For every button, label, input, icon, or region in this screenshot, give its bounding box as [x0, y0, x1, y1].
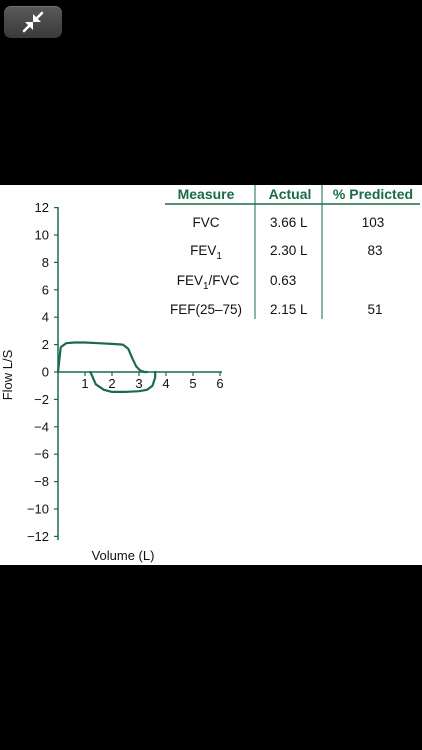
y-tick-label: 2 — [42, 337, 49, 352]
y-tick-label: 4 — [42, 310, 49, 325]
y-tick-label: −10 — [27, 502, 49, 517]
y-axis-label: Flow L/S — [0, 349, 15, 400]
spirometry-figure: Measure Actual % Predicted FVC 3.66 L 10… — [0, 185, 422, 565]
y-ticks: 12 10 8 6 4 2 0 −2 −4 −6 −8 −10 −12 — [27, 200, 58, 544]
row-predicted: 103 — [362, 215, 385, 230]
row-actual: 2.15 L — [270, 302, 308, 317]
row-measure: FVC — [193, 215, 220, 230]
x-tick-label: 3 — [135, 376, 142, 391]
row-actual: 2.30 L — [270, 243, 308, 258]
collapse-arrows-icon — [21, 10, 45, 34]
row-measure: FEV1 — [190, 243, 222, 262]
x-ticks: 1 2 3 4 5 6 — [81, 372, 224, 391]
y-tick-label: 10 — [35, 228, 49, 243]
row-predicted: 51 — [367, 302, 382, 317]
y-tick-label: 6 — [42, 282, 49, 297]
row-actual: 0.63 — [270, 273, 296, 288]
y-tick-label: −6 — [34, 447, 49, 462]
y-tick-label: −12 — [27, 529, 49, 544]
expiratory-curve — [56, 341, 149, 374]
table-header-measure: Measure — [178, 186, 235, 202]
x-tick-label: 6 — [216, 376, 223, 391]
row-measure: FEF(25–75) — [170, 302, 242, 317]
y-tick-label: 12 — [35, 200, 49, 215]
table-header-predicted: % Predicted — [333, 186, 413, 202]
x-tick-label: 1 — [81, 376, 88, 391]
inspiratory-curve — [89, 370, 157, 393]
y-tick-label: −4 — [34, 419, 49, 434]
y-tick-label: 8 — [42, 255, 49, 270]
y-tick-label: −2 — [34, 392, 49, 407]
x-tick-label: 5 — [189, 376, 196, 391]
y-tick-label: 0 — [42, 365, 49, 380]
results-table: Measure Actual % Predicted FVC 3.66 L 10… — [165, 185, 420, 319]
x-tick-label: 4 — [162, 376, 169, 391]
flow-volume-chart: Measure Actual % Predicted FVC 3.66 L 10… — [0, 185, 420, 563]
row-predicted: 83 — [367, 243, 382, 258]
flow-volume-curves — [56, 341, 157, 393]
x-tick-label: 2 — [108, 376, 115, 391]
row-measure: FEV1/FVC — [177, 273, 240, 292]
x-axis-label: Volume (L) — [92, 548, 155, 563]
row-actual: 3.66 L — [270, 215, 308, 230]
y-tick-label: −8 — [34, 474, 49, 489]
collapse-button[interactable] — [4, 6, 62, 38]
table-header-actual: Actual — [269, 186, 312, 202]
